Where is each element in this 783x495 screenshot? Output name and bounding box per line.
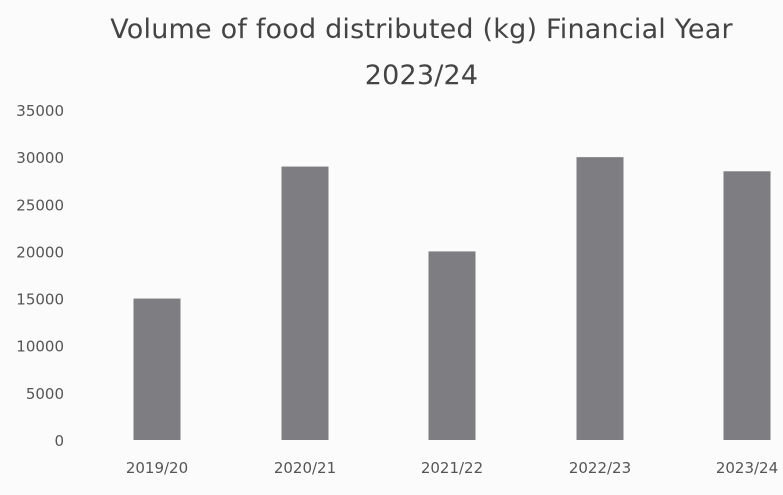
y-tick-label: 0 [54, 432, 64, 450]
y-tick-label: 35000 [16, 102, 64, 120]
y-tick-label: 15000 [16, 291, 64, 309]
x-tick-label: 2020/21 [274, 459, 336, 477]
y-tick-label: 5000 [26, 385, 64, 403]
y-tick-label: 25000 [16, 196, 64, 214]
x-tick-label: 2019/20 [126, 459, 188, 477]
x-axis: 2019/20 2020/21 2021/22 2022/23 2023/24 [126, 459, 778, 477]
x-tick-label: 2023/24 [716, 459, 778, 477]
bar-series [133, 157, 771, 441]
bar-2022-23 [576, 157, 624, 440]
y-axis: 0 5000 10000 15000 20000 25000 30000 35000 [16, 102, 64, 450]
bar-2019-20 [133, 298, 181, 440]
bar-2020-21 [281, 166, 329, 441]
y-tick-label: 20000 [16, 243, 64, 261]
y-tick-label: 10000 [16, 338, 64, 356]
x-tick-label: 2022/23 [569, 459, 631, 477]
chart-title-year: 2023/24 [364, 60, 479, 91]
bar-2023-24 [723, 171, 771, 441]
y-tick-label: 30000 [16, 149, 64, 167]
bar-2021-22 [428, 251, 476, 440]
x-tick-label: 2021/22 [421, 459, 483, 477]
chart-title: Volume of food distributed (kg) Financia… [110, 14, 733, 45]
